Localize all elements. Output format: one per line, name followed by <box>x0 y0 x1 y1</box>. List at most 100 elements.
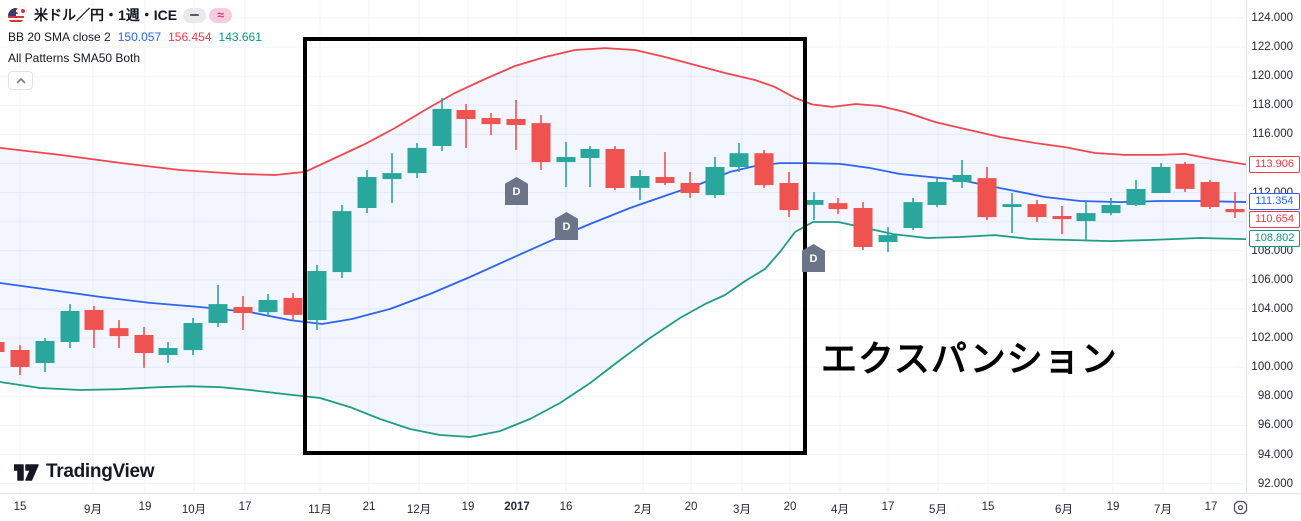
candle-up <box>307 271 327 320</box>
chevron-up-icon <box>16 77 25 83</box>
price-tick: 102.000 <box>1251 332 1293 345</box>
candle-down <box>1175 163 1195 189</box>
pattern-marker-badge[interactable]: D <box>555 212 578 240</box>
indicator-price-label: 108.802 <box>1249 230 1300 248</box>
chart-legend: 米ドル／円・1週・ICE ≈ BB 20 SMA close 2 150.057… <box>8 4 262 90</box>
candle-up <box>1076 213 1096 222</box>
candle-down <box>0 342 5 352</box>
candle-down <box>1052 216 1072 220</box>
tradingview-logo[interactable]: TradingView <box>14 461 155 483</box>
bb-indicator-row[interactable]: BB 20 SMA close 2 150.057 156.454 143.66… <box>8 26 262 47</box>
chart-plot-area[interactable] <box>0 0 1246 493</box>
candle-up <box>878 235 898 243</box>
pattern-marker-badge[interactable]: D <box>505 177 528 205</box>
indicator-price-label: 113.906 <box>1249 155 1300 173</box>
time-tick: 17 <box>238 501 252 513</box>
patterns-indicator-name: All Patterns SMA50 Both <box>8 50 141 65</box>
candle-up <box>432 108 452 146</box>
candle-down <box>1225 209 1245 213</box>
candle-down <box>233 307 253 313</box>
price-tick: 122.000 <box>1251 41 1293 54</box>
time-tick: 21 <box>362 501 376 513</box>
time-tick: 5月 <box>929 504 947 516</box>
delayed-data-icon[interactable]: ≈ <box>209 7 233 23</box>
market-closed-icon[interactable] <box>183 7 207 23</box>
axis-settings-button[interactable] <box>1230 497 1250 517</box>
candle-up <box>705 167 725 196</box>
candle-down <box>134 335 154 353</box>
candle-up <box>952 175 972 182</box>
symbol-title[interactable]: 米ドル／円・1週・ICE <box>34 7 178 23</box>
candle-down <box>680 183 700 193</box>
time-tick: 15 <box>981 501 995 513</box>
symbol-row[interactable]: 米ドル／円・1週・ICE ≈ <box>8 4 262 26</box>
time-tick: 17 <box>1204 501 1218 513</box>
candle-up <box>1151 167 1171 193</box>
bollinger-fill <box>0 48 1246 437</box>
bb-value-upper: 156.454 <box>168 29 212 44</box>
indicator-price-label: 111.354 <box>1249 192 1300 210</box>
legend-collapse-button[interactable] <box>8 71 33 90</box>
patterns-indicator-row[interactable]: All Patterns SMA50 Both <box>8 47 262 68</box>
candle-up <box>382 173 402 180</box>
price-tick: 92.000 <box>1257 477 1293 490</box>
candle-up <box>258 300 278 313</box>
indicator-price-label: 110.654 <box>1249 210 1300 228</box>
candle-up <box>630 176 650 188</box>
candle-down <box>481 118 501 125</box>
rectangle-drawing[interactable] <box>303 37 807 455</box>
time-tick: 19 <box>1106 501 1120 513</box>
candle-up <box>60 311 80 342</box>
candle-up <box>556 157 576 163</box>
candle-down <box>655 177 675 183</box>
candle-up <box>208 304 228 323</box>
pattern-marker-badge[interactable]: D <box>802 244 825 272</box>
time-tick: 19 <box>138 501 152 513</box>
time-tick: 16 <box>559 501 573 513</box>
time-axis[interactable]: 15 9月 19 10月 17 11月 21 12月 19 2017 16 2月 20 3月 20 4月 17 5… <box>0 493 1301 521</box>
candle-down <box>828 203 848 210</box>
tradingview-logo-text: TradingView <box>46 461 155 482</box>
time-tick: 2017 <box>504 501 530 513</box>
time-tick: 3月 <box>733 504 751 516</box>
candle-up <box>357 177 377 208</box>
candle-up <box>158 348 178 355</box>
price-tick: 120.000 <box>1251 70 1293 83</box>
time-tick: 11月 <box>308 504 332 516</box>
time-tick: 10月 <box>181 504 207 516</box>
candle-up <box>580 149 600 158</box>
candle-up <box>35 341 55 363</box>
candle-up <box>407 147 427 174</box>
bollinger-middle-band <box>0 162 1246 325</box>
time-tick: 17 <box>881 501 895 513</box>
bollinger-upper-band <box>0 47 1246 176</box>
price-tick: 106.000 <box>1251 273 1293 286</box>
candle-down <box>779 183 799 211</box>
time-tick: 6月 <box>1055 504 1073 516</box>
candle-up <box>804 200 824 205</box>
time-tick: 20 <box>783 501 797 513</box>
candle-up <box>1101 205 1121 214</box>
pattern-marker-letter: D <box>562 221 571 233</box>
price-tick: 98.000 <box>1257 390 1293 403</box>
candle-up <box>183 323 203 351</box>
candle-up <box>927 182 947 205</box>
candle-down <box>1200 182 1220 207</box>
price-tick: 94.000 <box>1257 448 1293 461</box>
candle-down <box>10 350 30 367</box>
candle-up <box>729 153 749 167</box>
candle-down <box>109 328 129 337</box>
price-tick: 124.000 <box>1251 12 1293 24</box>
candle-down <box>977 178 997 218</box>
bb-value-basis: 150.057 <box>117 29 162 44</box>
candle-up <box>1002 204 1022 207</box>
time-tick: 2月 <box>634 504 652 516</box>
expansion-text-annotation[interactable]: エクスパンション <box>821 338 1118 379</box>
pattern-marker-letter: D <box>512 186 521 198</box>
price-tick: 104.000 <box>1251 303 1293 315</box>
price-axis[interactable]: 124.000122.000120.000118.000116.000114.0… <box>1246 0 1301 493</box>
price-tick: 100.000 <box>1251 361 1293 374</box>
candle-up <box>332 211 352 273</box>
bb-value-lower: 143.661 <box>218 29 262 44</box>
